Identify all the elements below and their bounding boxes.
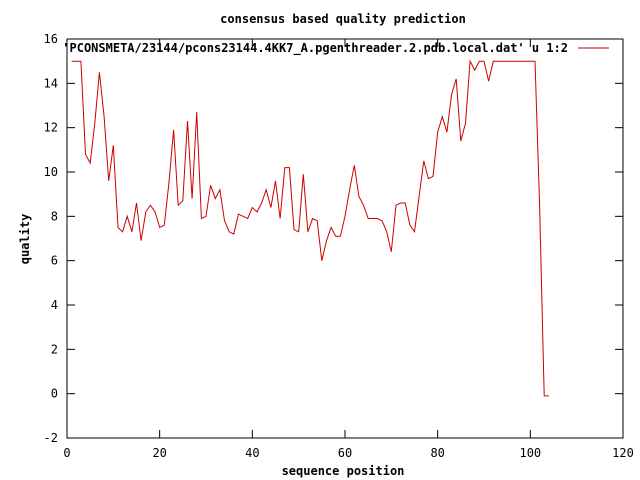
x-tick-label: 80	[430, 446, 444, 460]
y-tick-label: 12	[44, 121, 58, 135]
y-tick-label: 10	[44, 165, 58, 179]
x-tick-label: 0	[63, 446, 70, 460]
y-tick-label: 4	[51, 298, 58, 312]
plot-frame	[66, 38, 624, 439]
x-tick-label: 20	[152, 446, 166, 460]
y-tick-label: -2	[44, 431, 58, 445]
y-tick-label: 6	[51, 254, 58, 268]
series-group	[71, 59, 549, 397]
y-axis-label: quality	[18, 214, 32, 265]
y-tick-label: 0	[51, 387, 58, 401]
legend-label: 'PCONSMETA/23144/pcons23144.4KK7_A.pgent…	[62, 41, 568, 56]
y-tick-label: 16	[44, 32, 58, 46]
x-tick-label: 100	[519, 446, 541, 460]
y-tick-label: 8	[51, 209, 58, 223]
y-axis-ticks: -2 0 2 4 6 8 10 12 14 16	[44, 32, 623, 445]
chart-title: consensus based quality prediction	[220, 12, 466, 26]
x-tick-label: 60	[338, 446, 352, 460]
y-tick-label: 14	[44, 76, 58, 90]
legend: 'PCONSMETA/23144/pcons23144.4KK7_A.pgent…	[62, 41, 609, 56]
x-axis-label: sequence position	[282, 464, 405, 478]
x-tick-label: 40	[245, 446, 259, 460]
x-axis-ticks: 0 20 40 60 80 100 120	[63, 39, 634, 460]
x-tick-label: 120	[612, 446, 634, 460]
series-line-0	[71, 59, 549, 397]
y-tick-label: 2	[51, 342, 58, 356]
